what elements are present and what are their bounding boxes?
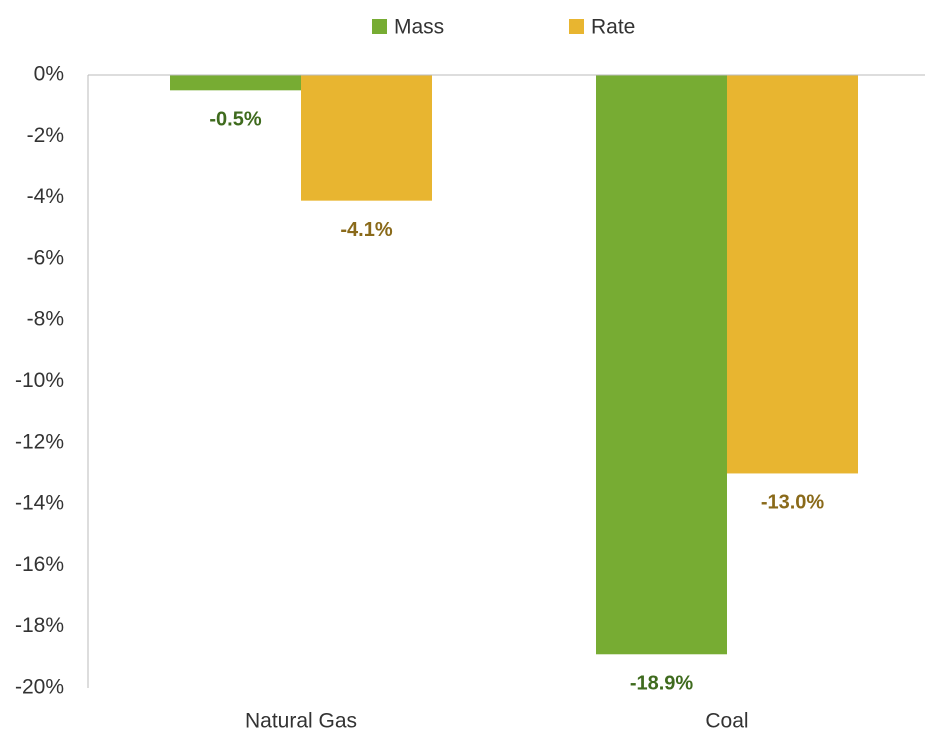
value-label: -18.9% [630,673,694,695]
y-tick-label: -10% [15,369,64,392]
bar [727,75,858,474]
legend-swatch [372,19,387,34]
y-tick-label: -2% [27,124,64,147]
y-tick-label: 0% [34,63,64,86]
y-tick-label: -4% [27,185,64,208]
value-label: -0.5% [209,109,261,131]
bar [596,75,727,655]
x-tick-label: Coal [705,710,748,733]
y-tick-label: -14% [15,492,64,515]
legend-label: Rate [591,16,635,39]
x-tick-label: Natural Gas [245,710,357,733]
value-label: -13.0% [761,492,825,514]
y-tick-label: -18% [15,614,64,637]
y-tick-label: -12% [15,430,64,453]
y-tick-label: -8% [27,308,64,331]
bar [170,75,301,91]
bar [301,75,432,201]
y-tick-label: -20% [15,676,64,699]
value-label: -4.1% [340,219,392,241]
legend-swatch [569,19,584,34]
y-tick-label: -16% [15,553,64,576]
y-tick-label: -6% [27,246,64,269]
legend-label: Mass [394,16,444,39]
